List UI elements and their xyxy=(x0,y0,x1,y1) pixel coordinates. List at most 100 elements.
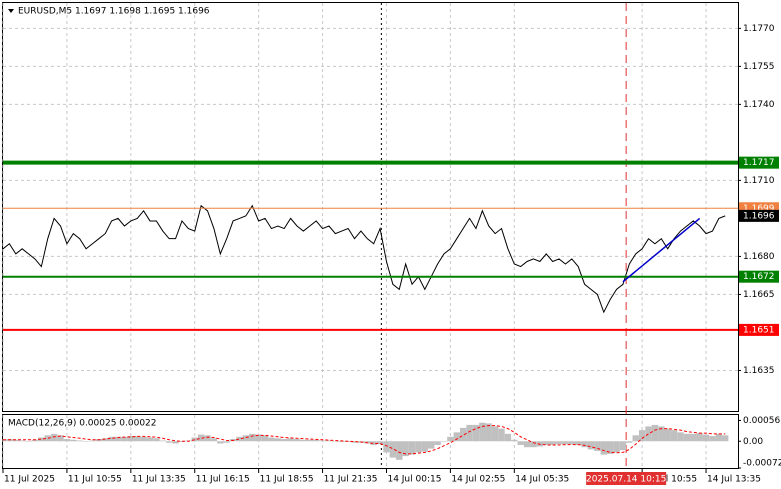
macd-bar xyxy=(594,441,601,451)
macd-bar xyxy=(172,441,179,444)
macd-bar xyxy=(242,435,250,442)
macd-bar xyxy=(18,440,26,442)
y-tick-label: 1.1770 xyxy=(743,24,775,34)
y-tick-label: -0.00072 xyxy=(743,459,781,469)
y-tick-label: 1.1680 xyxy=(743,252,775,262)
macd-bar xyxy=(127,436,135,442)
macd-bar xyxy=(210,438,218,442)
macd-bar xyxy=(581,441,588,448)
macd-bar xyxy=(389,441,397,458)
x-tick-label: 11 Jul 10:55 xyxy=(68,475,122,485)
macd-bar xyxy=(274,438,282,442)
macd-bar xyxy=(472,424,480,442)
macd-bar xyxy=(690,433,697,442)
macd-bar xyxy=(696,433,703,442)
x-tick-label: 11 Jul 16:15 xyxy=(196,475,250,485)
macd-bar xyxy=(102,438,109,442)
macd-bar xyxy=(562,441,569,445)
macd-bar xyxy=(511,439,518,442)
macd-bar xyxy=(485,423,492,442)
macd-bar xyxy=(114,436,122,442)
macd-bar xyxy=(38,437,45,442)
macd-bar xyxy=(587,441,595,450)
macd-bar xyxy=(568,441,576,445)
macd-bar xyxy=(498,428,505,442)
macd-bar xyxy=(191,437,198,442)
macd-bar xyxy=(70,439,77,442)
macd-bar xyxy=(217,441,224,444)
macd-bar xyxy=(223,441,230,443)
macd-bar xyxy=(159,440,166,442)
level-label: 1.1717 xyxy=(743,158,775,168)
macd-bar xyxy=(121,436,128,442)
y-tick-label: 1.1740 xyxy=(743,100,775,110)
macd-bar xyxy=(491,426,499,442)
macd-bar xyxy=(236,436,243,442)
macd-bar xyxy=(517,441,524,445)
macd-bar xyxy=(332,441,339,442)
macd-bar xyxy=(479,422,486,442)
macd-bar xyxy=(428,441,435,449)
level-label: 1.1651 xyxy=(743,325,775,335)
x-tick-label: 11 Jul 2025 xyxy=(4,475,55,485)
macd-bar xyxy=(613,441,620,453)
level-label: 1.1672 xyxy=(743,272,775,282)
macd-bar xyxy=(140,436,147,442)
time-label-box xyxy=(586,472,667,485)
macd-bar xyxy=(293,439,301,442)
axes: 11 Jul 2025 11 Jul 10:55 11 Jul 13:35 11 Ju… xyxy=(2,24,781,485)
macd-bar xyxy=(376,441,384,445)
y-tick-label: 0.00 xyxy=(743,437,763,447)
macd-bar xyxy=(683,433,691,442)
price-plot xyxy=(3,160,738,331)
level-label: 1.1696 xyxy=(743,211,775,221)
macd-bar xyxy=(25,441,32,442)
macd-bar xyxy=(89,440,96,442)
macd-bar xyxy=(370,441,377,445)
x-tick-label: 14 Jul 10:55 xyxy=(643,475,697,485)
macd-bar xyxy=(575,441,582,445)
macd-bar xyxy=(261,435,269,442)
macd-bar xyxy=(709,436,716,442)
macd-bar xyxy=(134,436,141,442)
y-tick-label: 1.1665 xyxy=(743,290,775,300)
time-label: 2025.07.14 10:15 xyxy=(586,475,666,485)
x-tick-label: 14 Jul 13:35 xyxy=(707,475,761,485)
macd-bar xyxy=(312,439,320,442)
macd-bar xyxy=(306,439,313,442)
macd-bar xyxy=(153,438,160,442)
macd-bar xyxy=(670,430,678,442)
y-tick-label: 1.1710 xyxy=(743,176,775,186)
macd-bar xyxy=(626,441,633,443)
macd-bar xyxy=(459,427,467,442)
macd-bar xyxy=(12,439,19,442)
macd-bar xyxy=(651,424,659,442)
macd-bar xyxy=(63,439,71,442)
signal-line xyxy=(3,425,726,455)
macd-bar xyxy=(638,430,646,442)
x-tick-label: 14 Jul 02:55 xyxy=(451,475,505,485)
menu-arrow xyxy=(8,9,14,13)
macd-bar xyxy=(415,441,422,453)
macd-bar xyxy=(523,441,531,448)
y-tick-label: 1.1755 xyxy=(743,62,775,72)
macd-bar xyxy=(351,441,358,443)
macd-bar xyxy=(249,433,256,442)
macd-bar xyxy=(319,440,326,442)
y-tick-label: 0.00056 xyxy=(743,416,780,426)
x-tick-label: 14 Jul 00:15 xyxy=(387,475,441,485)
macd-bar xyxy=(3,439,7,442)
macd-bar xyxy=(434,441,441,445)
macd-bar xyxy=(677,432,684,442)
macd-bar xyxy=(44,435,51,442)
macd-bar xyxy=(702,434,710,442)
macd-bar xyxy=(549,441,556,445)
macd-bar xyxy=(408,441,416,455)
macd-bar xyxy=(165,441,173,443)
price-line xyxy=(3,204,726,314)
level-label-box xyxy=(739,270,779,283)
macd-bar xyxy=(664,428,671,442)
macd-bar xyxy=(658,426,665,442)
